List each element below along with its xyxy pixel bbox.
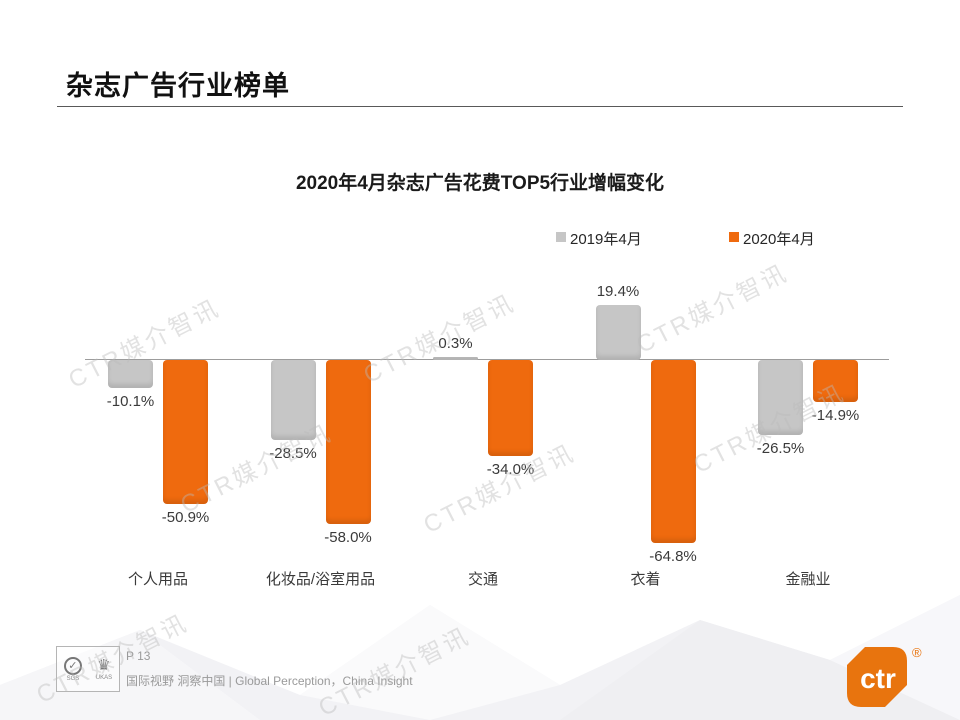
value-label-2019年4月-衣着: 19.4%: [596, 283, 640, 301]
certification-box: ✓ SGS ♛ UKAS: [56, 646, 120, 692]
legend-item-2020: 2020年4月: [729, 228, 815, 248]
category-label: 个人用品: [127, 571, 188, 588]
value-label-2020年4月-金融业: -14.9%: [811, 407, 860, 425]
category-label: 衣着: [630, 571, 661, 588]
page-title: 杂志广告行业榜单: [66, 71, 290, 101]
footer-tagline: 国际视野 洞察中国 | Global Perception，China Insi…: [126, 674, 413, 688]
bar-2020年4月-衣着: [650, 360, 696, 543]
bar-2020年4月-交通: [488, 360, 533, 456]
page-number: P 13: [126, 649, 151, 663]
legend-swatch-2019: [556, 232, 566, 242]
sgs-certification-icon: ✓ SGS: [63, 656, 82, 682]
ctr-logo: ctr: [845, 645, 909, 709]
value-label-2020年4月-个人用品: -50.9%: [161, 508, 210, 526]
crown-icon: ♛: [97, 656, 111, 674]
bar-2019年4月-衣着: [595, 305, 641, 360]
value-label-2020年4月-衣着: -64.8%: [649, 547, 697, 565]
category-label: 交通: [467, 571, 498, 588]
bar-2019年4月-金融业: [758, 360, 803, 435]
bar-2019年4月-交通: [433, 357, 478, 360]
check-circle-icon: ✓: [63, 656, 82, 675]
value-label-2019年4月-交通: 0.3%: [438, 335, 473, 352]
bar-2019年4月-化妆品/浴室用品: [270, 360, 316, 441]
legend-swatch-2020: [729, 232, 739, 242]
chart-title: 2020年4月杂志广告花费TOP5行业增幅变化: [295, 173, 665, 194]
bar-2020年4月-个人用品: [163, 360, 208, 504]
value-label-2020年4月-化妆品/浴室用品: -58.0%: [324, 528, 372, 546]
legend-label-2020: 2020年4月: [743, 231, 815, 248]
bar-2020年4月-化妆品/浴室用品: [325, 360, 371, 524]
legend-item-2019: 2019年4月: [556, 228, 642, 248]
value-label-2019年4月-金融业: -26.5%: [756, 439, 805, 457]
value-label-2020年4月-交通: -34.0%: [486, 460, 535, 478]
value-label-2019年4月-化妆品/浴室用品: -28.5%: [269, 445, 317, 463]
svg-text:ctr: ctr: [860, 663, 896, 694]
ukas-label: UKAS: [95, 674, 113, 681]
ukas-certification-icon: ♛ UKAS: [96, 658, 112, 681]
category-label: 化妆品/浴室用品: [265, 571, 376, 588]
zero-baseline: [85, 359, 889, 360]
bar-2020年4月-金融业: [813, 360, 858, 403]
sgs-label: SGS: [66, 675, 80, 682]
title-underline: [57, 106, 903, 107]
category-label: 金融业: [785, 571, 831, 588]
bar-2019年4月-个人用品: [108, 360, 153, 389]
value-label-2019年4月-个人用品: -10.1%: [106, 393, 155, 411]
registered-trademark-icon: ®: [912, 645, 922, 660]
legend-label-2019: 2019年4月: [570, 231, 642, 248]
